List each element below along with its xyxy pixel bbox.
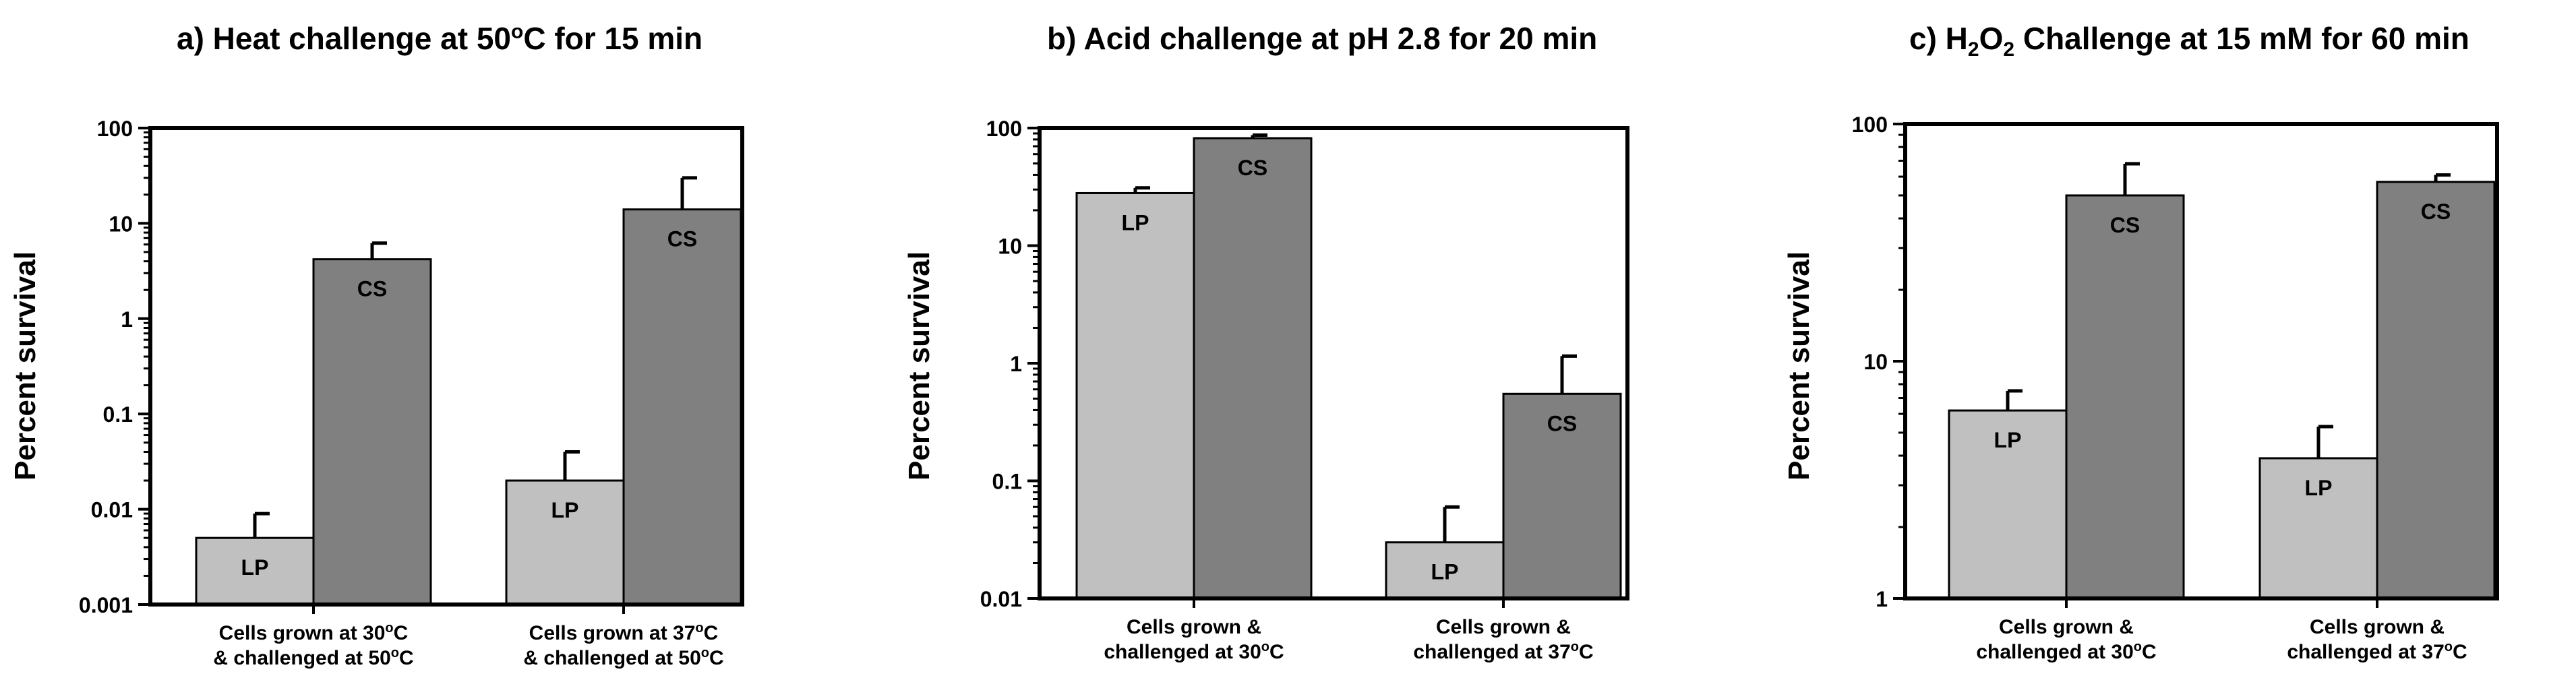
bar-label: LP	[1122, 210, 1149, 235]
plot-frame	[1903, 122, 2499, 600]
y-tick-label: 0.01	[980, 587, 1022, 611]
bar-label: CS	[1238, 156, 1267, 180]
bar-label: CS	[2110, 213, 2140, 237]
x-tick-label-line2: challenged at 30oC	[1104, 640, 1284, 663]
panel-c-title: c) H2O2 Challenge at 15 mM for 60 min	[1909, 21, 2469, 61]
y-tick-label: 1	[1010, 352, 1022, 376]
panel-b-title: b) Acid challenge at pH 2.8 for 20 min	[1047, 21, 1598, 56]
bar-label: CS	[667, 227, 697, 251]
bar-cs-1	[2065, 194, 2185, 600]
bar-cs-1	[312, 258, 432, 606]
y-tick-label: 10	[109, 212, 133, 236]
bar-label: LP	[551, 498, 579, 522]
panel-a-title: a) Heat challenge at 50oC for 15 min	[177, 20, 703, 56]
y-tick-label: 100	[97, 117, 133, 141]
y-axis-label: Percent survival	[1783, 251, 1816, 481]
y-axis-label: Percent survival	[903, 251, 936, 481]
x-tick-label-line2: & challenged at 50oC	[523, 646, 723, 669]
x-tick-label-line1: Cells grown &	[1999, 616, 2134, 638]
chart-panel-b: Percent survival 0.01 0.1 1 10 100 LP LP CS CS Cel…	[903, 117, 1629, 663]
x-tick-label-line1: Cells grown at 30oC	[219, 621, 409, 644]
y-tick-label: 1	[1876, 587, 1888, 611]
x-tick-label-line1: Cells grown &	[2310, 616, 2445, 638]
y-tick-label: 10	[1863, 350, 1888, 374]
y-tick-label: 1	[121, 307, 133, 332]
y-tick-label: 100	[986, 117, 1022, 141]
x-tick-label-line2: challenged at 30oC	[1976, 640, 2156, 663]
bar-label: CS	[2421, 199, 2451, 224]
bar-cs-2	[622, 208, 742, 606]
bar-cs-2	[2376, 181, 2496, 600]
bar-lp-2	[505, 479, 625, 606]
bar-label: LP	[241, 555, 269, 580]
y-tick-label: 0.001	[79, 593, 133, 617]
y-tick-label: 100	[1852, 113, 1888, 137]
bar-label: CS	[1547, 411, 1577, 435]
bar-label: LP	[2305, 476, 2333, 500]
x-tick-label-line2: challenged at 37oC	[2287, 640, 2467, 663]
x-tick-label-line1: Cells grown &	[1436, 616, 1571, 638]
bar-label: CS	[357, 277, 387, 301]
y-axis-label: Percent survival	[9, 251, 42, 481]
y-tick-label: 0.1	[103, 402, 133, 427]
bar-lp-1	[1075, 191, 1195, 600]
plot-frame	[1038, 126, 1629, 600]
x-tick-label-line2: challenged at 37oC	[1413, 640, 1593, 663]
bar-label: LP	[1994, 428, 2022, 452]
x-tick-label-line1: Cells grown &	[1127, 616, 1261, 638]
chart-panel-c: Percent survival 1 10 100 LP LP CS CS Cells grow…	[1783, 113, 2499, 663]
bar-cs-1	[1193, 137, 1313, 600]
x-tick-label-line2: & challenged at 50oC	[213, 646, 413, 669]
y-tick-label: 0.1	[992, 470, 1022, 494]
plot-frame	[148, 126, 744, 607]
y-tick-label: 10	[998, 235, 1022, 259]
y-tick-label: 0.01	[91, 498, 133, 522]
x-tick-label-line1: Cells grown at 37oC	[529, 621, 719, 644]
bar-label: LP	[1431, 560, 1459, 584]
chart-panel-a: Percent survival 0.001 0.01 0.1 1 10 100 LP LP CS…	[9, 117, 744, 669]
